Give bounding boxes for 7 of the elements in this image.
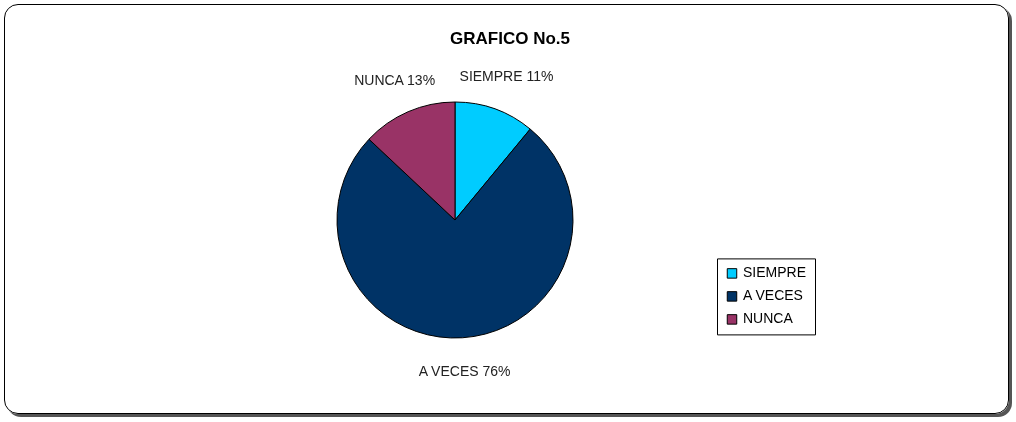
chart-title: GRAFICO No.5	[450, 29, 570, 48]
legend-label: A VECES	[743, 287, 803, 304]
legend-label: NUNCA	[743, 310, 794, 327]
legend-label: SIEMPRE	[743, 264, 807, 281]
data-label: A VECES 76%	[418, 362, 511, 379]
data-label: NUNCA 13%	[354, 71, 436, 88]
data-label: SIEMPRE 11%	[459, 67, 554, 84]
